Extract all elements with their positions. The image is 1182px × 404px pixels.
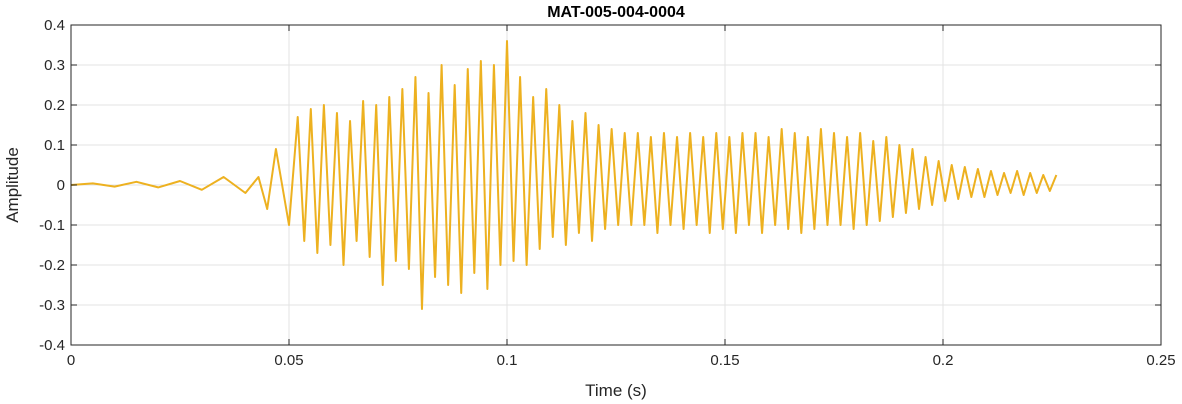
- y-tick-label: 0: [57, 177, 65, 194]
- y-tick-label: 0.2: [44, 97, 65, 114]
- x-tick-label: 0: [67, 352, 75, 369]
- amplitude-series-line: [70, 40, 1058, 310]
- x-tick-label: 0.15: [710, 352, 739, 369]
- chart-title: MAT-005-004-0004: [547, 4, 685, 21]
- y-axis-label: Amplitude: [3, 147, 22, 223]
- y-tick-label: -0.2: [39, 257, 65, 274]
- y-tick-label: -0.4: [39, 337, 65, 354]
- x-tick-label: 0.1: [497, 352, 518, 369]
- y-tick-label: -0.1: [39, 217, 65, 234]
- series-layer: [70, 40, 1058, 310]
- x-axis-label: Time (s): [585, 381, 647, 400]
- x-tick-label: 0.2: [933, 352, 954, 369]
- y-tick-label: 0.3: [44, 57, 65, 74]
- x-tick-label: 0.25: [1146, 352, 1175, 369]
- y-tick-label: 0.4: [44, 17, 65, 34]
- y-tick-label: -0.3: [39, 297, 65, 314]
- x-tick-label: 0.05: [274, 352, 303, 369]
- y-tick-label: 0.1: [44, 137, 65, 154]
- y-ticks: -0.4 -0.3 -0.2 -0.1 0 0.1 0.2 0.3 0.4: [39, 17, 1161, 354]
- x-ticks: 0 0.05 0.1 0.15 0.2 0.25: [67, 25, 1176, 369]
